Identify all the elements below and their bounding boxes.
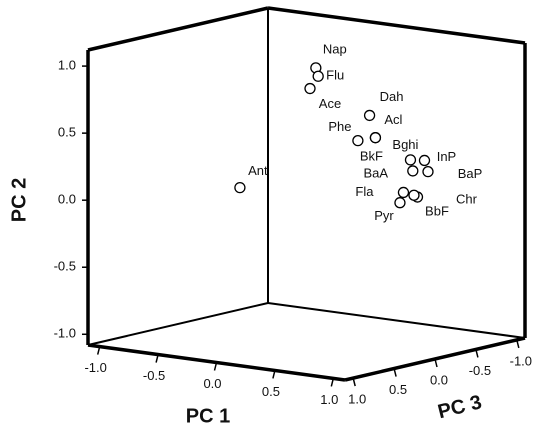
box-edge: [267, 6, 526, 45]
y-tick-label: -1.0: [54, 326, 76, 341]
point-label: InP: [437, 149, 457, 164]
y-tick-label: 1.0: [58, 58, 76, 73]
point: [312, 70, 324, 82]
point: [397, 186, 410, 199]
x-tick: [330, 378, 335, 387]
point: [369, 132, 382, 144]
point-label: Chr: [456, 191, 478, 206]
point-label: Phe: [328, 119, 351, 134]
point-label: Acl: [384, 112, 402, 127]
z-tick-label: -0.5: [469, 363, 491, 378]
x-tick: [96, 346, 101, 355]
x-tick-label: -0.5: [143, 368, 165, 383]
y-tick-label: -0.5: [54, 259, 76, 274]
point: [422, 166, 434, 178]
point: [408, 189, 420, 201]
x-tick: [213, 362, 218, 371]
point: [418, 154, 431, 167]
x-tick-label: 0.5: [262, 384, 280, 399]
box-edge: [267, 302, 526, 339]
z-tick-label: 0.0: [430, 372, 448, 387]
x-tick-label: 1.0: [320, 392, 338, 407]
box-edge: [87, 302, 269, 346]
point: [394, 197, 406, 209]
point-label: BkF: [360, 148, 383, 163]
z-tick-label: 1.0: [348, 392, 366, 407]
point: [234, 181, 246, 194]
point-label: BbF: [425, 204, 449, 219]
y-axis-title: PC 2: [8, 178, 30, 222]
point-label: BaA: [364, 165, 389, 180]
point-label: Ace: [319, 96, 341, 111]
point: [352, 135, 364, 147]
point-label: BaP: [458, 166, 483, 181]
x-axis-title: PC 1: [186, 405, 230, 427]
z-axis-title: PC 3: [436, 391, 484, 423]
z-tick-label: 0.5: [389, 382, 407, 397]
point-label: Flu: [326, 68, 344, 83]
x-tick-label: 0.0: [203, 376, 221, 391]
z-tick: [516, 339, 520, 349]
y-tick-label: 0.5: [58, 125, 76, 140]
x-tick: [155, 354, 159, 363]
x-tick: [272, 370, 276, 379]
z-tick: [475, 349, 479, 358]
box-edge: [87, 6, 269, 52]
point-label: Nap: [323, 41, 347, 56]
point-label: Bghi: [392, 137, 418, 152]
point: [304, 82, 316, 95]
point: [363, 109, 376, 122]
z-tick: [434, 358, 438, 368]
point-label: Ant: [248, 163, 268, 178]
x-tick-label: -1.0: [84, 360, 106, 375]
point-label: Pyr: [374, 208, 394, 223]
point-label: Dah: [380, 89, 404, 104]
point: [407, 165, 419, 177]
point-label: Fla: [355, 184, 374, 199]
point: [404, 154, 417, 166]
z-tick: [352, 377, 356, 387]
z-tick: [393, 368, 397, 377]
z-tick-label: -1.0: [510, 353, 532, 368]
y-tick-label: 0.0: [58, 192, 76, 207]
